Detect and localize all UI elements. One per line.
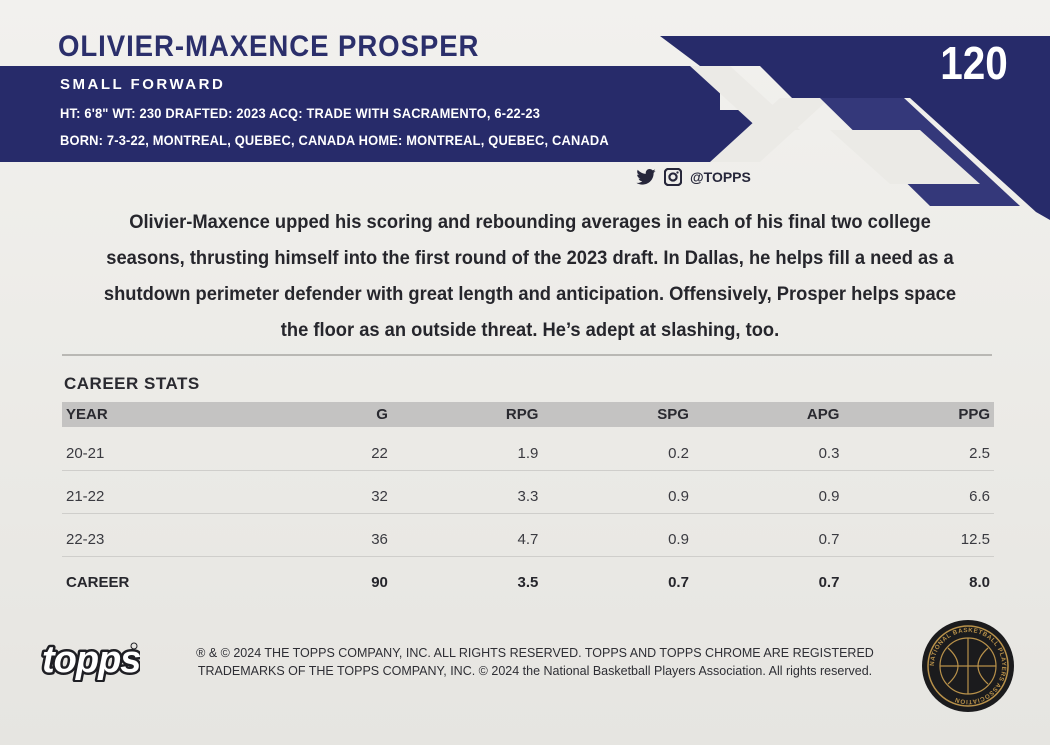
cell-year: CAREER — [66, 574, 130, 592]
header-ppg: PPG — [843, 402, 994, 427]
cell-apg: 0.9 — [692, 470, 844, 514]
table-row: 20-21 22 1.9 0.2 0.3 2.5 — [62, 427, 994, 471]
cell-ppg: 8.0 — [969, 574, 990, 592]
cell-rpg: 4.7 — [391, 513, 543, 557]
header-g: G — [196, 402, 392, 427]
cell-apg: 0.7 — [818, 574, 840, 592]
cell-apg: 0.7 — [692, 513, 844, 557]
cell-g: 90 — [371, 574, 388, 592]
svg-text:topps: topps — [42, 639, 140, 681]
cell-rpg: 3.3 — [391, 470, 543, 514]
cell-g: 32 — [196, 470, 392, 514]
header-rpg: RPG — [391, 402, 543, 427]
player-bio-line-2: BORN: 7-3-22, MONTREAL, QUEBEC, CANADA H… — [60, 132, 609, 148]
cell-spg: 0.7 — [668, 574, 689, 592]
svg-text:topps: topps — [42, 639, 140, 681]
career-stats-table: YEAR G RPG SPG APG PPG 20-21 22 1.9 0.2 … — [62, 402, 994, 599]
cell-spg: 0.9 — [542, 470, 693, 514]
cell-year: 22-23 — [62, 513, 197, 557]
cell-g: 36 — [196, 513, 392, 557]
career-totals-row: CAREER 90 3.5 0.7 0.7 8.0 — [62, 556, 994, 599]
player-name: OLIVIER-MAXENCE PROSPER — [58, 30, 480, 63]
table-header-row: YEAR G RPG SPG APG PPG — [62, 402, 994, 427]
cell-year: 20-21 — [62, 427, 197, 471]
table-row: 22-23 36 4.7 0.9 0.7 12.5 — [62, 513, 994, 557]
cell-year: 21-22 — [62, 470, 197, 514]
cell-ppg: 12.5 — [843, 513, 994, 557]
cell-spg: 0.9 — [542, 513, 693, 557]
topps-logo: topps topps topps — [40, 637, 140, 683]
card-number: 120 — [940, 37, 1008, 89]
legal-text: ® & © 2024 THE TOPPS COMPANY, INC. ALL R… — [170, 644, 900, 680]
cell-ppg: 2.5 — [843, 427, 994, 471]
header-apg: APG — [692, 402, 844, 427]
cell-ppg: 6.6 — [843, 470, 994, 514]
header-year: YEAR — [62, 402, 197, 427]
cell-apg: 0.3 — [692, 427, 844, 471]
cell-g: 22 — [196, 427, 392, 471]
player-position: SMALL FORWARD — [60, 76, 226, 93]
twitter-icon — [636, 169, 656, 185]
table-row: 21-22 32 3.3 0.9 0.9 6.6 — [62, 470, 994, 514]
legal-line-2: TRADEMARKS OF THE TOPPS COMPANY, INC. © … — [197, 664, 873, 678]
cell-rpg: 1.9 — [391, 427, 543, 471]
nbpa-seal: NATIONAL BASKETBALL PLAYERS ASSOCIATION — [922, 620, 1014, 712]
cell-rpg: 3.5 — [517, 574, 539, 592]
cell-spg: 0.2 — [542, 427, 693, 471]
player-blurb: Olivier-Maxence upped his scoring and re… — [103, 211, 957, 341]
legal-line-1: ® & © 2024 THE TOPPS COMPANY, INC. ALL R… — [196, 646, 874, 660]
header-spg: SPG — [542, 402, 693, 427]
header-graphic — [0, 36, 1050, 220]
divider — [62, 354, 992, 356]
stats-title: CAREER STATS — [64, 374, 200, 393]
social-handles: @TOPPS — [636, 168, 751, 186]
social-handle: @TOPPS — [690, 169, 751, 185]
player-bio-line-1: HT: 6'8" WT: 230 DRAFTED: 2023 ACQ: TRAD… — [60, 105, 541, 121]
instagram-icon — [664, 168, 682, 186]
